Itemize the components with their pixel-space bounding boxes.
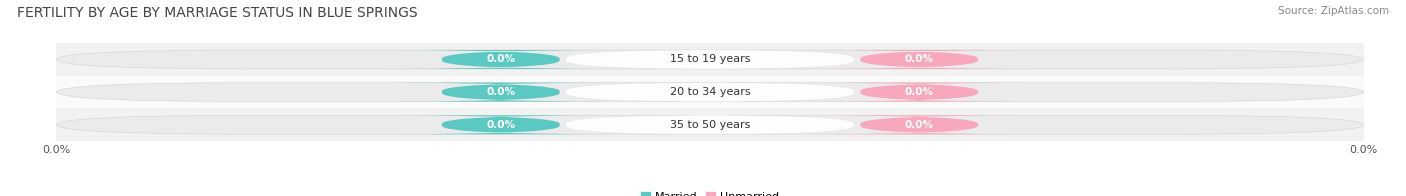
Bar [56, 43, 1364, 76]
FancyBboxPatch shape [807, 50, 1031, 69]
FancyBboxPatch shape [567, 50, 853, 69]
FancyBboxPatch shape [389, 83, 613, 102]
Text: FERTILITY BY AGE BY MARRIAGE STATUS IN BLUE SPRINGS: FERTILITY BY AGE BY MARRIAGE STATUS IN B… [17, 6, 418, 20]
FancyBboxPatch shape [389, 115, 613, 134]
Text: 35 to 50 years: 35 to 50 years [669, 120, 751, 130]
Text: 20 to 34 years: 20 to 34 years [669, 87, 751, 97]
Text: 0.0%: 0.0% [486, 54, 516, 64]
Bar [56, 108, 1364, 141]
FancyBboxPatch shape [567, 115, 853, 134]
Text: 0.0%: 0.0% [486, 87, 516, 97]
FancyBboxPatch shape [389, 50, 613, 69]
Text: 15 to 19 years: 15 to 19 years [669, 54, 751, 64]
Text: 0.0%: 0.0% [904, 120, 934, 130]
FancyBboxPatch shape [807, 115, 1031, 134]
Text: 0.0%: 0.0% [904, 54, 934, 64]
Text: Source: ZipAtlas.com: Source: ZipAtlas.com [1278, 6, 1389, 16]
FancyBboxPatch shape [567, 83, 853, 102]
Legend: Married, Unmarried: Married, Unmarried [637, 187, 783, 196]
FancyBboxPatch shape [56, 50, 1364, 69]
Bar [56, 76, 1364, 108]
FancyBboxPatch shape [56, 83, 1364, 102]
FancyBboxPatch shape [56, 115, 1364, 134]
Text: 0.0%: 0.0% [486, 120, 516, 130]
Text: 0.0%: 0.0% [904, 87, 934, 97]
FancyBboxPatch shape [807, 83, 1031, 102]
